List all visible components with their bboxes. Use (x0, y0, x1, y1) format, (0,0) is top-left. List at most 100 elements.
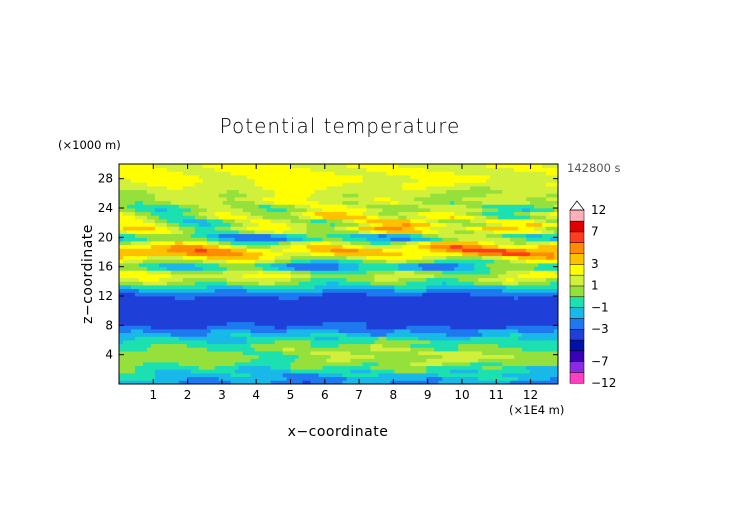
heatmap-cell (122, 252, 128, 257)
heatmap-cell (478, 369, 483, 374)
heatmap-cell (450, 318, 455, 323)
heatmap-cell (330, 303, 335, 308)
heatmap-cell (330, 222, 335, 227)
heatmap-cell (550, 270, 555, 275)
heatmap-cell (546, 369, 551, 374)
heatmap-cell (518, 259, 523, 264)
heatmap-cell (438, 358, 443, 363)
heatmap-cell (238, 332, 244, 337)
heatmap-cell (302, 259, 307, 264)
heatmap-cell (470, 281, 475, 286)
heatmap-cell (214, 340, 220, 345)
heatmap-cell (354, 321, 359, 326)
heatmap-cell (382, 373, 387, 378)
heatmap-cell (134, 226, 140, 231)
heatmap-cell (122, 263, 128, 268)
heatmap-cell (122, 336, 128, 341)
heatmap-cell (450, 237, 455, 242)
heatmap-cell (514, 266, 519, 271)
heatmap-cell (330, 296, 335, 301)
heatmap-cell (506, 354, 511, 359)
heatmap-cell (282, 281, 288, 286)
heatmap-cell (542, 347, 547, 352)
heatmap-cell (354, 270, 359, 275)
heatmap-cell (238, 358, 244, 363)
heatmap-cell (326, 288, 331, 293)
heatmap-cell (126, 373, 132, 378)
heatmap-cell (498, 307, 503, 312)
heatmap-cell (342, 241, 347, 246)
heatmap-cell (486, 365, 491, 370)
heatmap-cell (538, 303, 543, 308)
heatmap-cell (514, 244, 519, 249)
heatmap-cell (514, 307, 519, 312)
heatmap-cell (398, 365, 403, 370)
heatmap-cell (534, 292, 539, 297)
heatmap-cell (470, 376, 475, 381)
heatmap-cell (314, 376, 319, 381)
heatmap-cell (290, 244, 295, 249)
heatmap-cell (346, 369, 351, 374)
heatmap-cell (150, 351, 156, 356)
heatmap-cell (302, 248, 307, 253)
heatmap-cell (282, 270, 288, 275)
heatmap-cell (490, 259, 495, 264)
heatmap-cell (522, 263, 527, 268)
heatmap-cell (438, 219, 443, 224)
heatmap-cell (386, 336, 391, 341)
heatmap-cell (538, 318, 543, 323)
heatmap-cell (210, 365, 216, 370)
heatmap-cell (310, 340, 315, 345)
heatmap-cell (119, 354, 124, 359)
heatmap-cell (522, 270, 527, 275)
heatmap-cell (186, 252, 192, 257)
heatmap-cell (506, 380, 511, 385)
heatmap-cell (350, 230, 355, 235)
heatmap-cell (410, 303, 415, 308)
heatmap-cell (210, 277, 216, 282)
heatmap-cell (438, 373, 443, 378)
heatmap-cell (526, 263, 531, 268)
heatmap-cell (202, 248, 208, 253)
heatmap-cell (514, 270, 519, 275)
heatmap-cell (454, 248, 459, 253)
heatmap-cell (250, 252, 256, 257)
heatmap-cell (478, 321, 483, 326)
heatmap-cell (162, 340, 168, 345)
heatmap-cell (482, 343, 487, 348)
heatmap-cell (474, 314, 479, 319)
heatmap-cell (538, 222, 543, 227)
heatmap-cell (486, 299, 491, 304)
heatmap-cell (310, 376, 315, 381)
heatmap-cell (298, 380, 303, 385)
heatmap-cell (190, 222, 196, 227)
heatmap-cell (526, 270, 531, 275)
heatmap-cell (394, 314, 399, 319)
heatmap-cell (338, 270, 343, 275)
heatmap-cell (502, 369, 507, 374)
heatmap-cell (334, 358, 339, 363)
heatmap-cell (362, 255, 367, 260)
heatmap-cell (250, 299, 256, 304)
heatmap-cell (274, 376, 280, 381)
heatmap-cell (250, 321, 256, 326)
heatmap-cell (498, 362, 503, 367)
heatmap-cell (242, 380, 248, 385)
heatmap-cell (138, 332, 144, 337)
heatmap-cell (494, 336, 499, 341)
heatmap-cell (226, 277, 232, 282)
heatmap-cell (290, 321, 295, 326)
heatmap-cell (174, 248, 180, 253)
heatmap-cell (302, 226, 307, 231)
heatmap-cell (422, 230, 427, 235)
heatmap-cell (218, 325, 224, 330)
heatmap-cell (482, 299, 487, 304)
heatmap-cell (542, 274, 547, 279)
heatmap-cell (358, 340, 363, 345)
heatmap-cell (506, 358, 511, 363)
heatmap-cell (266, 343, 272, 348)
heatmap-cell (386, 263, 391, 268)
heatmap-cell (274, 215, 280, 220)
heatmap-cell (134, 299, 140, 304)
heatmap-cell (466, 281, 471, 286)
